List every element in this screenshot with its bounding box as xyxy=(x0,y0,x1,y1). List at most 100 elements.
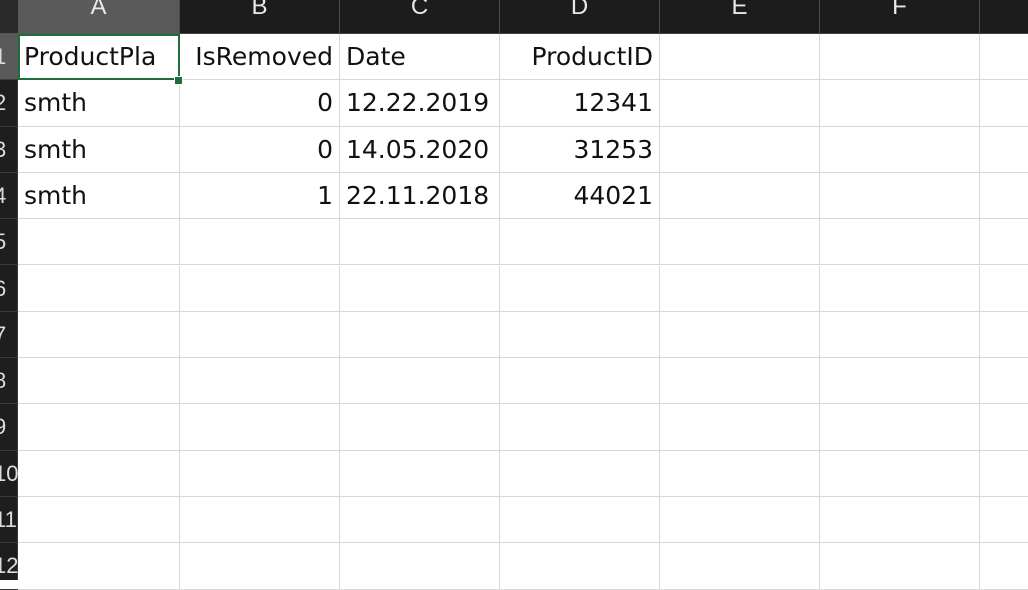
grid-cell[interactable] xyxy=(500,404,660,451)
grid-cell[interactable] xyxy=(660,358,820,405)
grid-cell[interactable] xyxy=(660,450,820,497)
grid-cell[interactable] xyxy=(820,358,980,405)
grid-cell[interactable] xyxy=(820,265,980,312)
row-header-7[interactable]: 7 xyxy=(0,312,18,359)
grid-cell[interactable] xyxy=(660,80,820,127)
column-header-g[interactable] xyxy=(980,0,1028,34)
grid-cell[interactable] xyxy=(980,312,1028,359)
grid-cell[interactable] xyxy=(660,172,820,220)
grid-cell[interactable] xyxy=(980,219,1028,266)
grid-cell[interactable] xyxy=(660,311,820,359)
row-header-4[interactable]: 4 xyxy=(0,173,18,220)
grid-cell[interactable] xyxy=(660,497,820,544)
grid-cell[interactable] xyxy=(980,451,1028,497)
column-header-f[interactable]: F xyxy=(820,0,980,34)
grid-cell[interactable] xyxy=(18,404,180,451)
grid-cell[interactable] xyxy=(18,497,180,544)
grid-cell[interactable] xyxy=(660,404,820,451)
grid-cell[interactable] xyxy=(820,450,980,497)
grid-cell[interactable] xyxy=(980,173,1028,220)
grid-cell[interactable] xyxy=(660,265,820,312)
grid-cell[interactable]: 12341 xyxy=(500,80,660,127)
grid-cell[interactable]: 22.11.2018 xyxy=(340,172,500,220)
row-header-2[interactable]: 2 xyxy=(0,80,18,127)
grid-cell[interactable]: smth xyxy=(18,126,180,173)
grid-cell[interactable] xyxy=(18,311,180,359)
grid-cell[interactable] xyxy=(180,404,340,451)
grid-cell[interactable] xyxy=(180,497,340,544)
grid-cell[interactable] xyxy=(340,450,500,497)
grid-cell[interactable] xyxy=(18,265,180,312)
grid-cell[interactable]: 12.22.2019 xyxy=(340,80,500,127)
grid-cell[interactable] xyxy=(820,219,980,266)
grid-cell[interactable] xyxy=(820,404,980,451)
grid-cell[interactable] xyxy=(660,543,820,590)
grid-cell[interactable] xyxy=(820,172,980,220)
grid-cell[interactable]: 0 xyxy=(180,80,340,127)
grid-cell[interactable] xyxy=(340,497,500,544)
grid-cell[interactable] xyxy=(18,450,180,497)
row-header-10[interactable]: 10 xyxy=(0,451,18,497)
grid-cell[interactable] xyxy=(980,80,1028,127)
grid-cell[interactable] xyxy=(820,497,980,544)
grid-cell[interactable] xyxy=(500,450,660,497)
column-header-c[interactable]: C xyxy=(340,0,500,34)
grid-cell[interactable] xyxy=(500,265,660,312)
grid-cell[interactable] xyxy=(180,219,340,266)
grid-cell[interactable] xyxy=(980,127,1028,173)
grid-cell[interactable]: smth xyxy=(18,172,180,220)
grid-cell[interactable]: ProductID xyxy=(500,34,660,81)
fill-handle[interactable] xyxy=(174,76,183,85)
grid-cell[interactable] xyxy=(980,404,1028,451)
grid-cell[interactable] xyxy=(500,219,660,266)
grid-cell[interactable] xyxy=(660,34,820,81)
grid-cell[interactable]: Date xyxy=(340,34,500,81)
row-header-1[interactable]: 1 xyxy=(0,34,18,81)
grid-cell[interactable] xyxy=(500,311,660,359)
grid-cell[interactable] xyxy=(660,219,820,266)
grid-cell[interactable] xyxy=(180,358,340,405)
row-header-5[interactable]: 5 xyxy=(0,219,18,266)
grid-cell[interactable] xyxy=(180,543,340,590)
grid-cell[interactable] xyxy=(18,219,180,266)
active-cell[interactable]: ProductPla xyxy=(18,34,180,81)
grid-cell[interactable] xyxy=(980,497,1028,544)
grid-cell[interactable] xyxy=(820,34,980,81)
grid-cell[interactable] xyxy=(980,358,1028,405)
grid-cell[interactable] xyxy=(820,543,980,590)
row-header-9[interactable]: 9 xyxy=(0,404,18,451)
grid-cell[interactable] xyxy=(340,219,500,266)
grid-cell[interactable] xyxy=(980,543,1028,590)
grid-cell[interactable]: 1 xyxy=(180,172,340,220)
grid-cell[interactable]: smth xyxy=(18,80,180,127)
grid-cell[interactable] xyxy=(340,265,500,312)
grid-cell[interactable] xyxy=(660,126,820,173)
row-header-6[interactable]: 6 xyxy=(0,266,18,312)
grid-cell[interactable] xyxy=(18,543,180,590)
column-header-b[interactable]: B xyxy=(180,0,340,34)
column-header-e[interactable]: E xyxy=(660,0,820,34)
row-header-12[interactable]: 12 xyxy=(0,543,18,590)
grid-cell[interactable] xyxy=(340,311,500,359)
grid-cell[interactable]: 31253 xyxy=(500,126,660,173)
grid-cell[interactable] xyxy=(18,358,180,405)
grid-cell[interactable] xyxy=(500,497,660,544)
grid-cell[interactable] xyxy=(180,450,340,497)
grid-cell[interactable] xyxy=(500,358,660,405)
grid-cell[interactable] xyxy=(820,126,980,173)
grid-cell[interactable]: 0 xyxy=(180,126,340,173)
row-header-3[interactable]: 3 xyxy=(0,127,18,173)
select-all-corner[interactable] xyxy=(0,0,18,34)
grid-cell[interactable] xyxy=(180,265,340,312)
column-header-a[interactable]: A xyxy=(18,0,180,34)
grid-cell[interactable] xyxy=(980,34,1028,81)
grid-cell[interactable]: 14.05.2020 xyxy=(340,126,500,173)
row-header-8[interactable]: 8 xyxy=(0,358,18,405)
grid-cell[interactable]: 44021 xyxy=(500,172,660,220)
grid-cell[interactable]: IsRemoved xyxy=(180,34,340,81)
grid-cell[interactable] xyxy=(340,543,500,590)
grid-cell[interactable] xyxy=(340,404,500,451)
grid-cell[interactable] xyxy=(820,80,980,127)
grid-cell[interactable] xyxy=(500,543,660,590)
